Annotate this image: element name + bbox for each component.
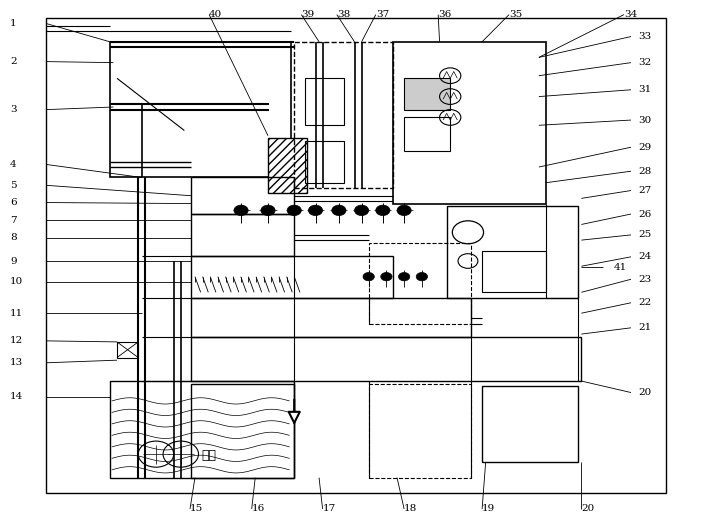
- Text: 24: 24: [638, 252, 652, 262]
- Text: 4: 4: [10, 160, 16, 169]
- Text: 17: 17: [323, 504, 336, 514]
- Bar: [191, 337, 581, 381]
- Text: 28: 28: [638, 167, 652, 176]
- Bar: [404, 78, 450, 110]
- Text: 34: 34: [624, 10, 637, 19]
- Text: 23: 23: [638, 275, 652, 284]
- Text: 5: 5: [10, 181, 16, 190]
- Text: 12: 12: [10, 336, 23, 346]
- Text: 27: 27: [638, 186, 652, 195]
- Text: 7: 7: [10, 216, 16, 225]
- Bar: [294, 42, 393, 188]
- Text: 6: 6: [10, 198, 16, 207]
- Text: 35: 35: [509, 10, 523, 19]
- Bar: [369, 384, 471, 478]
- Text: 15: 15: [190, 504, 203, 514]
- Text: 20: 20: [638, 388, 652, 397]
- Circle shape: [261, 205, 275, 216]
- Text: 32: 32: [638, 58, 652, 67]
- Circle shape: [354, 205, 369, 216]
- Text: 26: 26: [638, 209, 652, 219]
- Text: 19: 19: [482, 504, 496, 514]
- Text: 22: 22: [638, 298, 652, 307]
- Bar: [110, 381, 294, 478]
- Text: 38: 38: [337, 10, 350, 19]
- Text: 37: 37: [376, 10, 389, 19]
- Text: 3: 3: [10, 105, 16, 114]
- Circle shape: [416, 272, 428, 281]
- Text: 31: 31: [638, 85, 652, 94]
- Circle shape: [381, 272, 392, 281]
- Bar: [447, 206, 578, 298]
- Text: 18: 18: [404, 504, 418, 514]
- Text: 33: 33: [638, 32, 652, 41]
- Circle shape: [332, 205, 346, 216]
- Circle shape: [398, 272, 410, 281]
- Text: 25: 25: [638, 230, 652, 240]
- Bar: [369, 243, 471, 324]
- Text: 13: 13: [10, 358, 23, 367]
- Text: 29: 29: [638, 143, 652, 152]
- Text: 40: 40: [209, 10, 223, 19]
- Bar: [191, 256, 393, 298]
- Text: 河流: 河流: [201, 449, 217, 461]
- Bar: [268, 138, 307, 193]
- Bar: [117, 342, 138, 358]
- Bar: [404, 117, 450, 151]
- Circle shape: [363, 272, 374, 281]
- Text: 20: 20: [581, 504, 595, 514]
- Text: 21: 21: [638, 323, 652, 333]
- Bar: [191, 214, 294, 256]
- Bar: [305, 78, 344, 125]
- Text: 36: 36: [438, 10, 452, 19]
- Circle shape: [287, 205, 301, 216]
- Circle shape: [308, 205, 323, 216]
- Bar: [191, 177, 294, 214]
- Bar: [482, 251, 546, 292]
- Bar: [305, 141, 344, 183]
- Text: 16: 16: [252, 504, 265, 514]
- Bar: [110, 42, 291, 177]
- Text: 41: 41: [613, 263, 627, 272]
- Text: 1: 1: [10, 19, 16, 28]
- Bar: [46, 18, 666, 493]
- Text: 10: 10: [10, 277, 23, 287]
- Circle shape: [397, 205, 411, 216]
- Text: 30: 30: [638, 115, 652, 125]
- Text: 9: 9: [10, 256, 16, 266]
- Circle shape: [376, 205, 390, 216]
- Bar: [191, 298, 471, 337]
- Text: 14: 14: [10, 392, 23, 401]
- Text: 8: 8: [10, 233, 16, 242]
- Bar: [482, 386, 578, 462]
- Text: 39: 39: [301, 10, 315, 19]
- Circle shape: [234, 205, 248, 216]
- Bar: [191, 384, 294, 478]
- Text: 11: 11: [10, 309, 23, 318]
- Text: 2: 2: [10, 57, 16, 66]
- Bar: [393, 42, 546, 204]
